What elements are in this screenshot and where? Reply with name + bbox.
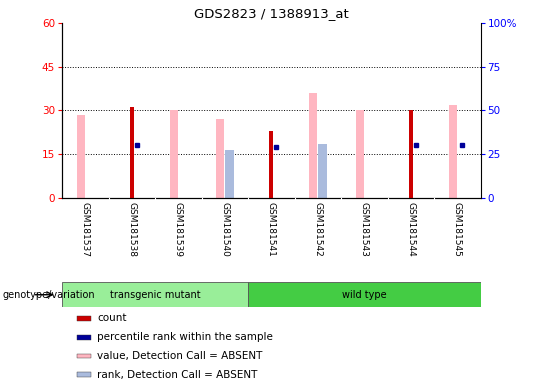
Text: transgenic mutant: transgenic mutant [110, 290, 200, 300]
Text: GSM181543: GSM181543 [360, 202, 369, 257]
Text: rank, Detection Call = ABSENT: rank, Detection Call = ABSENT [97, 370, 258, 380]
Title: GDS2823 / 1388913_at: GDS2823 / 1388913_at [194, 7, 349, 20]
Bar [170, 111, 178, 198]
Bar [77, 372, 91, 377]
Bar [269, 131, 273, 198]
Bar [309, 93, 318, 198]
Text: GSM181538: GSM181538 [127, 202, 136, 257]
Bar [62, 282, 248, 307]
Bar [77, 316, 91, 321]
Text: GSM181542: GSM181542 [313, 202, 322, 257]
Bar [248, 282, 481, 307]
Text: percentile rank within the sample: percentile rank within the sample [97, 332, 273, 342]
Text: value, Detection Call = ABSENT: value, Detection Call = ABSENT [97, 351, 263, 361]
Bar [355, 111, 364, 198]
Text: GSM181544: GSM181544 [407, 202, 415, 257]
Text: genotype/variation: genotype/variation [3, 290, 96, 300]
Bar [216, 119, 225, 198]
Text: wild type: wild type [342, 290, 387, 300]
Bar [77, 335, 91, 339]
Text: GSM181545: GSM181545 [453, 202, 462, 257]
Bar [225, 150, 234, 198]
Bar [318, 144, 327, 198]
Bar [449, 104, 457, 198]
Bar [130, 108, 134, 198]
Text: GSM181539: GSM181539 [174, 202, 183, 257]
Bar [77, 115, 85, 198]
Text: GSM181537: GSM181537 [81, 202, 90, 257]
Text: GSM181541: GSM181541 [267, 202, 276, 257]
Text: count: count [97, 313, 127, 323]
Text: GSM181540: GSM181540 [220, 202, 230, 257]
Bar [77, 354, 91, 358]
Bar [409, 111, 413, 198]
